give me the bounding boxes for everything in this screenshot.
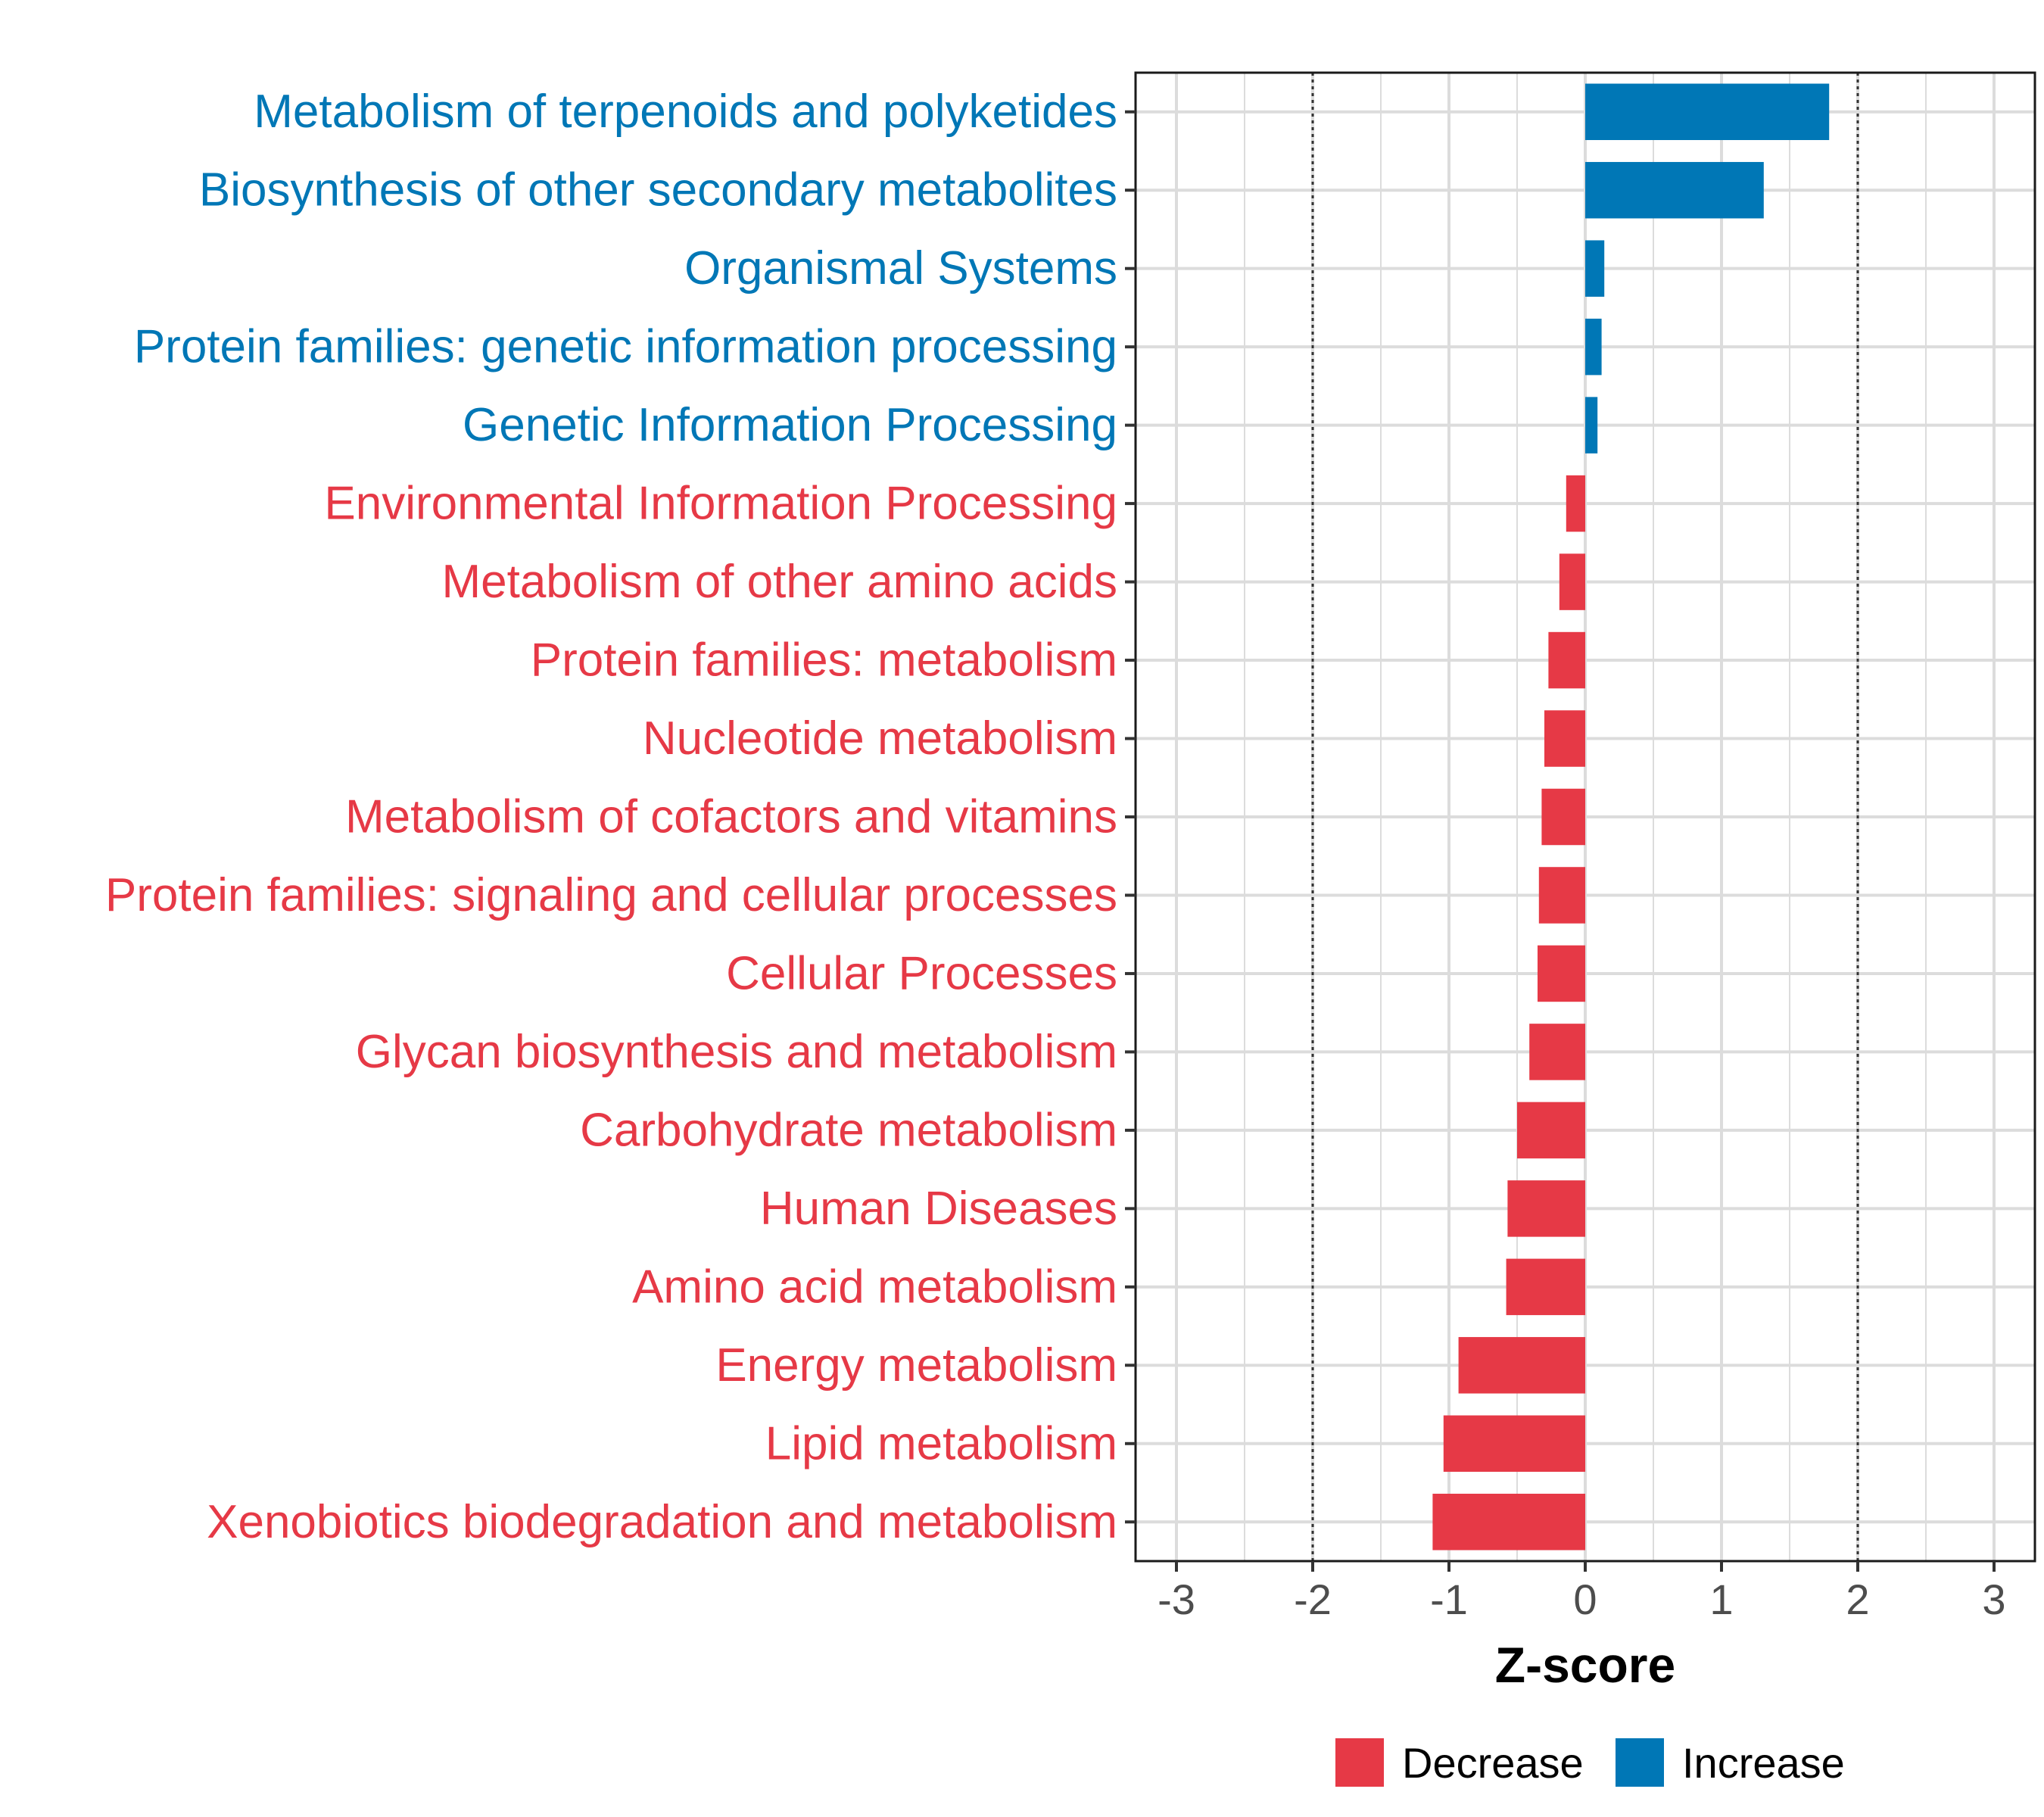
- x-tick-label: -2: [1294, 1575, 1332, 1623]
- bar-decrease: [1548, 631, 1585, 689]
- category-label: Lipid metabolism: [765, 1417, 1117, 1469]
- category-label: Amino acid metabolism: [632, 1261, 1117, 1313]
- bar-decrease: [1443, 1415, 1585, 1473]
- bar-decrease: [1538, 867, 1585, 924]
- category-label: Carbohydrate metabolism: [580, 1104, 1117, 1156]
- category-label: Cellular Processes: [726, 947, 1117, 999]
- bar-decrease: [1507, 1180, 1585, 1237]
- category-label: Organismal Systems: [684, 242, 1117, 295]
- x-axis-tick-labels: -3 -2 -1 0 1 2 3: [1158, 1575, 2005, 1623]
- x-axis-title: Z-score: [1495, 1637, 1675, 1693]
- bar-decrease: [1432, 1494, 1585, 1551]
- category-label: Nucleotide metabolism: [643, 712, 1117, 765]
- bar-decrease: [1506, 1258, 1585, 1316]
- category-label: Biosynthesis of other secondary metaboli…: [199, 164, 1117, 217]
- legend-swatch-decrease: [1335, 1738, 1384, 1787]
- category-label: Metabolism of cofactors and vitamins: [345, 791, 1117, 843]
- bars: [1432, 83, 1830, 1551]
- bar-decrease: [1517, 1102, 1585, 1159]
- category-label: Protein families: metabolism: [531, 634, 1117, 687]
- x-tick-label: 3: [1982, 1575, 2005, 1623]
- reference-lines: [1311, 73, 1859, 1561]
- category-label: Xenobiotics biodegradation and metabolis…: [207, 1496, 1117, 1548]
- category-label: Human Diseases: [760, 1183, 1117, 1235]
- x-tick-label: 2: [1846, 1575, 1869, 1623]
- x-tick-label: -1: [1430, 1575, 1468, 1623]
- legend-label-increase: Increase: [1682, 1739, 1845, 1787]
- bar-increase: [1585, 240, 1605, 297]
- category-label: Metabolism of terpenoids and polyketides: [254, 86, 1117, 138]
- bar-decrease: [1538, 945, 1585, 1002]
- y-axis-labels: Metabolism of terpenoids and polyketides…: [105, 86, 1117, 1548]
- bar-increase: [1585, 318, 1602, 376]
- bar-decrease: [1541, 788, 1585, 846]
- legend-label-decrease: Decrease: [1402, 1739, 1584, 1787]
- category-label: Protein families: genetic information pr…: [134, 321, 1117, 373]
- category-label: Protein families: signaling and cellular…: [105, 869, 1117, 921]
- legend: Decrease Increase: [1335, 1738, 1845, 1787]
- bar-decrease: [1559, 553, 1585, 610]
- category-label: Environmental Information Processing: [324, 478, 1117, 530]
- bar-increase: [1585, 161, 1764, 219]
- legend-swatch-increase: [1616, 1738, 1664, 1787]
- bar-decrease: [1529, 1024, 1585, 1080]
- category-label: Energy metabolism: [715, 1339, 1117, 1392]
- x-tick-label: 0: [1573, 1575, 1597, 1623]
- category-label: Glycan biosynthesis and metabolism: [356, 1026, 1117, 1078]
- category-label: Metabolism of other amino acids: [441, 556, 1117, 608]
- bar-increase: [1585, 83, 1830, 140]
- bar-decrease: [1458, 1337, 1585, 1394]
- y-axis-ticks: [1125, 110, 1136, 1524]
- category-label: Genetic Information Processing: [463, 399, 1117, 451]
- bar-decrease: [1566, 475, 1585, 532]
- bar-decrease: [1544, 710, 1585, 767]
- x-axis-ticks: [1175, 1561, 1996, 1572]
- x-tick-label: -3: [1158, 1575, 1195, 1623]
- x-tick-label: 1: [1709, 1575, 1733, 1623]
- bar-increase: [1585, 397, 1598, 453]
